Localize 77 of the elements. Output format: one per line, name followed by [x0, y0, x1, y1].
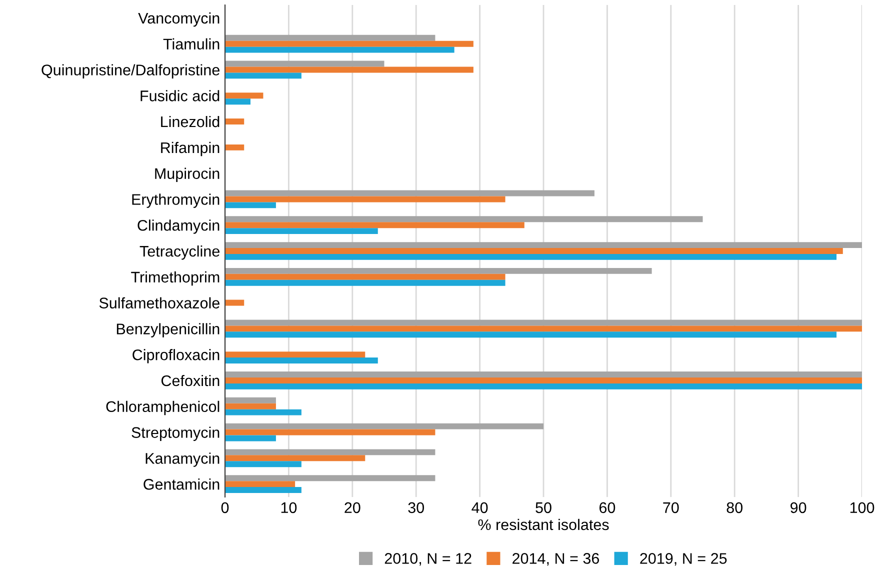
x-tick-label: 100 — [850, 502, 874, 514]
y-tick-label: Erythromycin — [132, 194, 220, 208]
y-tick-label: Linezolid — [161, 116, 220, 128]
bar — [225, 377, 862, 384]
bar — [225, 228, 378, 234]
y-tick-label: Trimethoprim — [131, 271, 220, 286]
bar — [225, 196, 506, 202]
bar — [225, 190, 594, 196]
x-tick-label: 80 — [726, 502, 742, 514]
bar — [225, 423, 544, 430]
y-tick-label: Sulfamethoxazole — [99, 297, 220, 308]
bar — [225, 358, 378, 364]
bar — [225, 455, 366, 462]
bar — [225, 481, 296, 488]
bar — [225, 98, 250, 105]
bar — [225, 34, 436, 41]
bar — [225, 372, 862, 378]
y-tick-label: Tetracycline — [140, 245, 220, 260]
y-tick-label: Fusidic acid — [140, 90, 220, 102]
bar — [225, 280, 506, 286]
y-tick-label: Quinupristine/Dalfopristine — [42, 64, 220, 78]
bar — [225, 144, 244, 150]
bar — [225, 118, 244, 125]
legend-label: 2010, N = 12 — [384, 553, 472, 566]
y-tick-label: Streptomycin — [132, 426, 220, 441]
y-tick-label: Mupirocin — [155, 168, 220, 182]
bar — [225, 403, 276, 410]
bar — [225, 92, 264, 99]
bar — [225, 242, 862, 248]
x-tick-label: 60 — [599, 502, 616, 514]
bar — [225, 202, 276, 208]
legend-label: 2019, N = 25 — [640, 553, 727, 566]
bar — [225, 222, 524, 228]
bar — [225, 46, 454, 53]
y-tick-label: Ciprofloxacin — [132, 349, 220, 364]
bar — [225, 461, 302, 468]
bar — [225, 66, 474, 73]
bar — [225, 332, 837, 338]
bar — [225, 60, 384, 67]
x-tick-label: 10 — [281, 502, 297, 514]
bar — [225, 268, 652, 274]
y-tick-label: Benzylpenicillin — [116, 323, 220, 338]
bar — [225, 216, 703, 222]
bar — [225, 383, 862, 390]
x-tick-label: 0 — [221, 502, 229, 514]
bar — [225, 248, 843, 254]
bar — [225, 320, 862, 326]
bar — [225, 475, 436, 482]
bar — [225, 40, 474, 47]
x-tick-label: 50 — [536, 502, 552, 514]
x-tick-label: 90 — [790, 502, 806, 514]
bar — [225, 352, 366, 358]
y-tick-label: Tiamulin — [163, 38, 220, 50]
y-tick-label: Rifampin — [161, 142, 220, 156]
y-tick-label: Gentamicin — [144, 478, 220, 490]
y-tick-label: Chloramphenicol — [106, 400, 220, 416]
bar — [225, 429, 436, 436]
x-tick-label: 40 — [472, 502, 488, 514]
x-axis-title: % resistant isolates — [478, 518, 609, 530]
y-tick-label: Kanamycin — [146, 452, 220, 467]
legend-label: 2014, N = 36 — [512, 553, 600, 566]
bar — [225, 449, 436, 456]
x-tick-label: 70 — [663, 502, 679, 514]
bar — [225, 397, 276, 404]
bar — [225, 274, 506, 280]
y-tick-label: Cefoxitin — [161, 374, 220, 386]
bar — [225, 435, 276, 442]
bar — [225, 487, 302, 493]
bar — [225, 72, 302, 79]
x-tick-label: 20 — [344, 502, 360, 514]
bar — [225, 254, 837, 260]
y-tick-label: Vancomycin — [138, 12, 220, 27]
bar — [225, 326, 862, 332]
bar — [225, 300, 244, 306]
bar — [225, 409, 302, 416]
y-tick-label: Clindamycin — [138, 220, 220, 234]
x-tick-label: 30 — [408, 502, 424, 514]
